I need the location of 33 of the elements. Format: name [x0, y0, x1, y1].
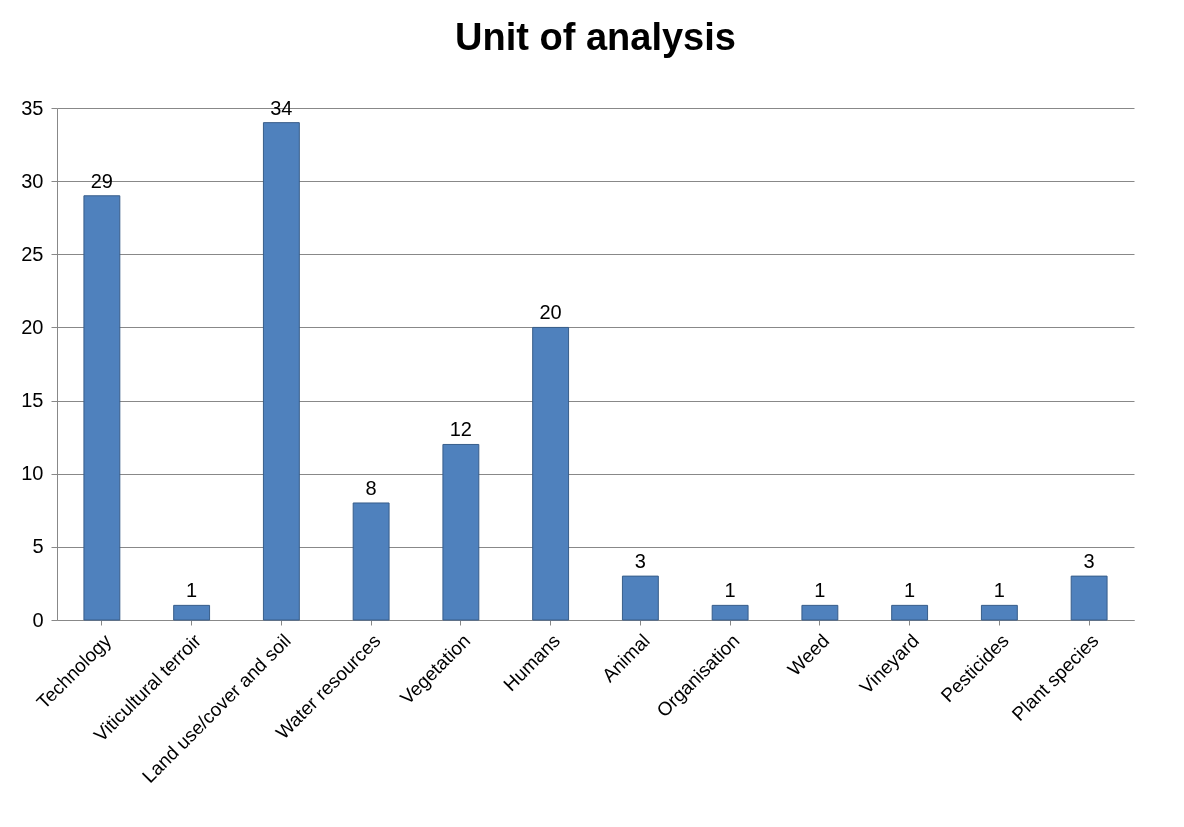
- data-label: 1: [814, 579, 826, 602]
- y-tick-label: 10: [21, 462, 44, 485]
- y-tick-label: 15: [21, 389, 44, 412]
- y-tick-label: 0: [32, 608, 44, 631]
- chart-title: Unit of analysis: [455, 16, 736, 58]
- data-label: 3: [634, 550, 646, 573]
- y-tick-label: 20: [21, 315, 44, 338]
- y-tick-label: 5: [32, 535, 44, 558]
- bar: [262, 122, 300, 621]
- bar: [711, 604, 749, 621]
- data-label: 3: [1083, 550, 1095, 573]
- bar: [83, 195, 121, 621]
- bar: [173, 604, 211, 621]
- bar: [442, 443, 480, 621]
- data-label: 1: [904, 579, 916, 602]
- data-label: 12: [449, 418, 472, 441]
- data-label: 29: [90, 169, 113, 192]
- bar: [980, 604, 1018, 621]
- data-label: 1: [724, 579, 736, 602]
- data-label: 1: [186, 579, 198, 602]
- bar: [1070, 575, 1108, 621]
- data-label: 1: [993, 579, 1005, 602]
- y-tick-label: 30: [21, 169, 44, 192]
- bar: [621, 575, 659, 621]
- data-label: 8: [365, 476, 377, 499]
- bar: [352, 502, 390, 621]
- y-tick-label: 25: [21, 242, 44, 265]
- bar: [891, 604, 929, 621]
- bar: [801, 604, 839, 621]
- y-tick-label: 35: [21, 96, 44, 119]
- data-label: 20: [539, 301, 562, 324]
- data-label: 34: [270, 96, 293, 119]
- bar: [532, 326, 570, 621]
